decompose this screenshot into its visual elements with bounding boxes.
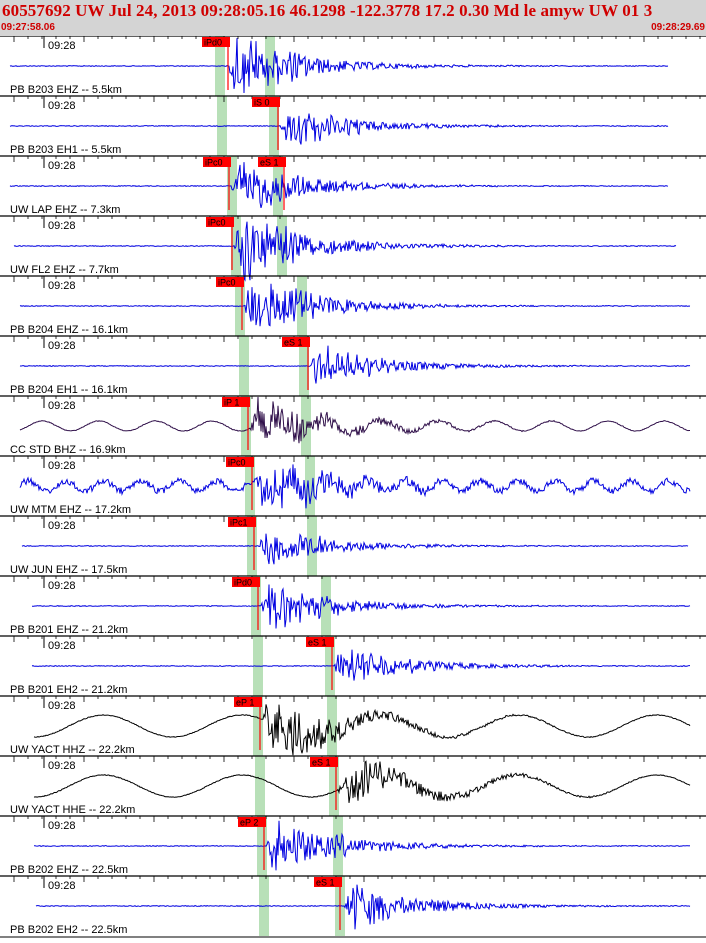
trace-time-label: 09:28 bbox=[48, 40, 76, 52]
trace-time-label: 09:28 bbox=[48, 460, 76, 472]
waveform[interactable] bbox=[19, 396, 690, 444]
end-time-label: 09:28:29.69 bbox=[651, 22, 705, 33]
station-label: PB B204 EHZ -- 16.1km bbox=[10, 324, 128, 336]
pick-label: iPc0 bbox=[208, 218, 226, 228]
station-label: UW JUN EHZ -- 17.5km bbox=[10, 564, 127, 576]
pick-box[interactable] bbox=[226, 457, 254, 467]
pick-box[interactable] bbox=[206, 217, 234, 227]
pick-label: eP 1 bbox=[236, 698, 254, 708]
pick-box[interactable] bbox=[232, 577, 260, 587]
trace-time-label: 09:28 bbox=[48, 160, 76, 172]
waveform[interactable] bbox=[19, 345, 691, 384]
waveform[interactable] bbox=[9, 162, 669, 209]
s-window-band-14 bbox=[333, 816, 343, 876]
p-window-band-3 bbox=[227, 156, 237, 216]
pick-box[interactable] bbox=[238, 817, 266, 827]
pick-label: iPc0 bbox=[205, 158, 223, 168]
pick-box[interactable] bbox=[234, 697, 262, 707]
pick-box[interactable] bbox=[314, 877, 342, 887]
pick-label: eS 1 bbox=[316, 878, 335, 888]
seismogram-panel[interactable]: iPd0 09:28 PB B203 EHZ -- 5.5km iS 0 09:28 PB… bbox=[0, 35, 706, 938]
trace-time-label: 09:28 bbox=[48, 760, 76, 772]
pick-label: eS 1 bbox=[284, 338, 303, 348]
pick-label: iPc1 bbox=[230, 518, 248, 528]
pick-label: iPc0 bbox=[218, 278, 236, 288]
trace-time-label: 09:28 bbox=[48, 700, 76, 712]
station-label: PB B201 EHZ -- 21.2km bbox=[10, 624, 128, 636]
pick-box[interactable] bbox=[222, 397, 250, 407]
trace-time-label: 09:28 bbox=[48, 340, 76, 352]
trace-time-label: 09:28 bbox=[48, 520, 76, 532]
trace-time-label: 09:28 bbox=[48, 880, 76, 892]
pick-box[interactable] bbox=[306, 637, 334, 647]
station-label: CC STD BHZ -- 16.9km bbox=[10, 444, 126, 456]
waveform[interactable] bbox=[31, 649, 690, 681]
pick-box[interactable] bbox=[203, 157, 231, 167]
pick-label: eS 1 bbox=[308, 638, 327, 648]
station-label: UW LAP EHZ -- 7.3km bbox=[10, 204, 120, 216]
pick-label: iPd0 bbox=[234, 578, 252, 588]
trace-time-label: 09:28 bbox=[48, 280, 76, 292]
pick-label: iP 1 bbox=[224, 398, 239, 408]
waveform[interactable] bbox=[19, 464, 691, 509]
trace-time-label: 09:28 bbox=[48, 580, 76, 592]
pick-label: eP 2 bbox=[240, 818, 258, 828]
pick-label: iS 0 bbox=[254, 98, 270, 108]
p-window-band-12 bbox=[253, 696, 263, 756]
waveform[interactable] bbox=[9, 113, 669, 145]
waveform[interactable] bbox=[21, 533, 689, 565]
pick-box[interactable] bbox=[310, 757, 338, 767]
pick-label: eS 1 bbox=[312, 758, 331, 768]
pick-box[interactable] bbox=[282, 337, 310, 347]
p-window-band-8 bbox=[245, 456, 255, 516]
trace-time-label: 09:28 bbox=[48, 820, 76, 832]
s-window-band-8 bbox=[305, 456, 315, 516]
pick-label: eS 1 bbox=[260, 158, 279, 168]
station-label: UW YACT HHZ -- 22.2km bbox=[10, 744, 135, 756]
waveform[interactable] bbox=[32, 584, 691, 629]
trace-time-label: 09:28 bbox=[48, 400, 76, 412]
s-window-band-7 bbox=[301, 396, 311, 456]
pick-box[interactable] bbox=[202, 37, 230, 47]
event-title: 60557692 UW Jul 24, 2013 09:28:05.16 46.… bbox=[2, 1, 653, 20]
waveform[interactable] bbox=[33, 760, 691, 803]
pick-label: iPd0 bbox=[204, 38, 222, 48]
pick-box[interactable] bbox=[258, 157, 286, 167]
p-window-band-13 bbox=[255, 756, 265, 816]
waveform[interactable] bbox=[13, 221, 677, 282]
station-label: PB B202 EHZ -- 22.5km bbox=[10, 864, 128, 876]
p-window-band-7 bbox=[241, 396, 251, 456]
trace-time-label: 09:28 bbox=[48, 100, 76, 112]
waveform[interactable] bbox=[9, 38, 669, 94]
pick-box[interactable] bbox=[252, 97, 280, 107]
station-label: UW FL2 EHZ -- 7.7km bbox=[10, 264, 119, 276]
station-label: UW MTM EHZ -- 17.2km bbox=[10, 504, 131, 516]
station-label: UW YACT HHE -- 22.2km bbox=[10, 804, 135, 816]
waveform[interactable] bbox=[33, 704, 691, 756]
trace-time-label: 09:28 bbox=[48, 640, 76, 652]
station-label: PB B201 EH2 -- 21.2km bbox=[10, 684, 127, 696]
station-label: PB B202 EH2 -- 22.5km bbox=[10, 924, 127, 936]
station-label: PB B203 EH1 -- 5.5km bbox=[10, 144, 121, 156]
s-window-band-13 bbox=[329, 756, 339, 816]
s-window-band-12 bbox=[327, 696, 337, 756]
pick-label: iPc0 bbox=[228, 458, 246, 468]
pick-box[interactable] bbox=[216, 277, 244, 287]
start-time-label: 09:27:58.06 bbox=[1, 22, 55, 33]
waveform[interactable] bbox=[34, 820, 691, 871]
trace-time-label: 09:28 bbox=[48, 220, 76, 232]
station-label: PB B204 EH1 -- 16.1km bbox=[10, 384, 127, 396]
s-window-band-10 bbox=[321, 576, 331, 636]
pick-box[interactable] bbox=[228, 517, 256, 527]
event-header: 60557692 UW Jul 24, 2013 09:28:05.16 46.… bbox=[0, 0, 706, 36]
seismogram-canvas[interactable]: iPd0 09:28 PB B203 EHZ -- 5.5km iS 0 09:28 PB… bbox=[0, 35, 706, 938]
waveform[interactable] bbox=[35, 884, 691, 930]
station-label: PB B203 EHZ -- 5.5km bbox=[10, 84, 122, 96]
waveform[interactable] bbox=[19, 283, 691, 327]
